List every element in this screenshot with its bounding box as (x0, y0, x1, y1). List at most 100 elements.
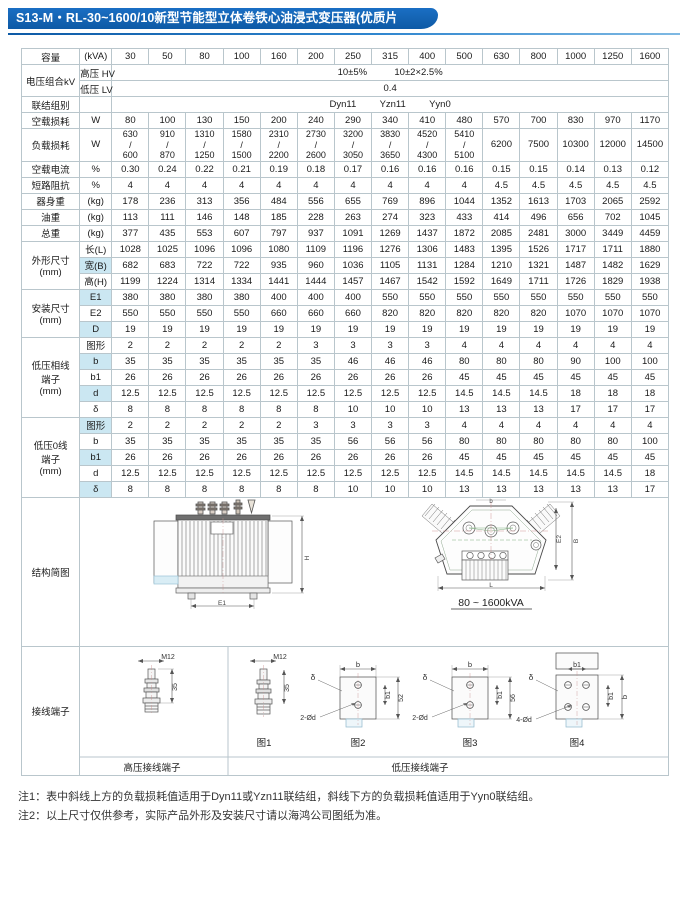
lv-zero-d-value: 14.5 (482, 464, 521, 482)
lv-zero-b1-value: 26 (111, 448, 150, 466)
total-weight-value: 797 (259, 224, 298, 242)
e2-value: 1070 (556, 304, 595, 322)
load-loss-bottom: 870 (159, 150, 175, 160)
lv-phase-shape-value: 4 (482, 336, 521, 354)
lv-zero-b-value: 80 (556, 432, 595, 450)
lv-zero-b1-value: 45 (482, 448, 521, 466)
terminal-dim-b: b (468, 660, 472, 669)
lv-phase-d-value: 18 (593, 384, 632, 402)
core-weight-value: 484 (259, 192, 298, 210)
lv-phase-delta-value: 13 (445, 400, 484, 418)
table-row-lv-phase-shape: 低压相线 端子 (mm) 图形 2 2 2 2 2 3 3 3 3 4 4 4 … (20, 336, 670, 418)
table-row-e1: 安装尺寸 (mm) E1 380 380 380 380 400 400 400… (20, 288, 670, 338)
mount-label-unit: (mm) (39, 314, 62, 326)
terminal-dim-52: 52 (398, 694, 405, 702)
lv-phase-b1-value: 45 (630, 368, 670, 386)
load-loss-value: 910 / 870 (148, 128, 187, 162)
lv-zero-b1-value: 45 (556, 448, 595, 466)
structure-caption-text: 80 ~ 1600kVA (458, 597, 523, 609)
impedance-value: 4 (111, 176, 150, 194)
lv-phase-b1-value: 26 (408, 368, 447, 386)
e1-value: 400 (333, 288, 373, 306)
load-loss-top: 630 (122, 129, 138, 139)
capacity-value: 800 (519, 48, 558, 65)
e2-value: 550 (185, 304, 224, 322)
table-row-core-weight: 器身重 (kg) 178 236 313 356 484 556 655 769… (20, 192, 670, 210)
terminal-dim-35: 35 (172, 683, 179, 691)
load-loss-value: 4520 / 4300 (408, 128, 447, 162)
height-value: 1592 (445, 272, 484, 290)
lv-zero-b-value: 35 (296, 432, 335, 450)
row-sublabel-d: D (79, 320, 113, 338)
lv-zero-d-value: 12.5 (222, 464, 261, 482)
connection-yzn11: Yzn11 (379, 99, 406, 110)
d-value: 19 (148, 320, 187, 338)
impedance-value: 4.5 (482, 176, 521, 194)
lv-zero-shape-value: 4 (519, 416, 558, 434)
terminal-dim-delta: δ (311, 672, 316, 682)
core-weight-value: 556 (296, 192, 335, 210)
row-sublabel-b1: b1 (79, 448, 113, 466)
impedance-value: 4.5 (519, 176, 558, 194)
lv-phase-d-value: 12.5 (111, 384, 150, 402)
lv-value: 0.4 (111, 80, 669, 97)
table-row-e2: E2 550 550 550 550 660 660 660 820 820 8… (22, 304, 670, 322)
lv-phase-label-2: 端子 (41, 374, 61, 386)
capacity-value: 200 (296, 48, 335, 65)
e2-value: 660 (259, 304, 298, 322)
e1-value: 550 (371, 288, 410, 306)
row-sublabel-e1: E1 (79, 288, 113, 306)
capacity-value: 630 (482, 48, 521, 65)
total-weight-value: 3000 (556, 224, 595, 242)
total-weight-value: 553 (185, 224, 224, 242)
e1-value: 380 (222, 288, 261, 306)
load-loss-value: 1310 / 1250 (185, 128, 224, 162)
no-load-current-value: 0.13 (593, 160, 632, 178)
capacity-value: 250 (333, 48, 373, 65)
load-loss-slash: / (351, 139, 355, 150)
d-value: 19 (185, 320, 224, 338)
lv-phase-delta-value: 8 (185, 400, 224, 418)
no-load-loss-value: 100 (148, 112, 187, 129)
lv-zero-d-value: 14.5 (593, 464, 632, 482)
no-load-loss-value: 240 (296, 112, 335, 129)
load-loss-value: 14500 (630, 128, 670, 162)
capacity-value: 30 (111, 48, 150, 65)
terminal-dim-4od: 4-Ød (516, 717, 532, 724)
length-value: 1276 (371, 240, 410, 258)
load-loss-slash: / (463, 139, 466, 150)
row-label-mount: 安装尺寸 (mm) (20, 288, 81, 338)
length-value: 1526 (519, 240, 558, 258)
row-label-voltage-combo: 电压组合kV (20, 64, 81, 97)
load-loss-value: 3200 / 3050 (333, 128, 373, 162)
no-load-current-value: 0.17 (333, 160, 373, 178)
lv-zero-delta-value: 10 (408, 480, 447, 498)
lv-zero-shape-value: 4 (445, 416, 484, 434)
total-weight-value: 1091 (333, 224, 373, 242)
impedance-value: 4.5 (593, 176, 632, 194)
no-load-loss-value: 410 (408, 112, 447, 129)
lv-phase-d-value: 12.5 (148, 384, 187, 402)
terminal-dim-2od: 2-Ød (412, 715, 428, 722)
table-row-lv-phase-d: d 12.5 12.5 12.5 12.5 12.5 12.5 12.5 12.… (22, 384, 670, 402)
e2-value: 550 (148, 304, 187, 322)
lv-phase-delta-value: 17 (630, 400, 670, 418)
load-loss-slash: / (277, 139, 281, 150)
row-unit-impedance: % (79, 176, 113, 194)
e2-value: 550 (111, 304, 150, 322)
d-value: 19 (111, 320, 150, 338)
total-weight-value: 2481 (519, 224, 558, 242)
dimension-label-e2: E2 (556, 534, 563, 542)
table-row-lv-zero-d: d 12.5 12.5 12.5 12.5 12.5 12.5 12.5 12.… (22, 464, 670, 482)
capacity-value: 100 (222, 48, 261, 65)
impedance-value: 4 (371, 176, 410, 194)
table-row-lv-zero-shape: 低压0线 端子 (mm) 图形 2 2 2 2 2 3 3 3 3 4 4 4 … (20, 416, 670, 498)
dimension-label-l: L (489, 582, 493, 589)
load-loss-slash: / (425, 139, 429, 150)
hv-terminal-caption: 高压接线端子 (124, 762, 182, 774)
oil-weight-value: 263 (333, 208, 373, 226)
core-weight-value: 655 (333, 192, 373, 210)
e2-value: 820 (519, 304, 558, 322)
width-value: 1036 (333, 256, 373, 274)
lv-phase-shape-value: 3 (408, 336, 447, 354)
